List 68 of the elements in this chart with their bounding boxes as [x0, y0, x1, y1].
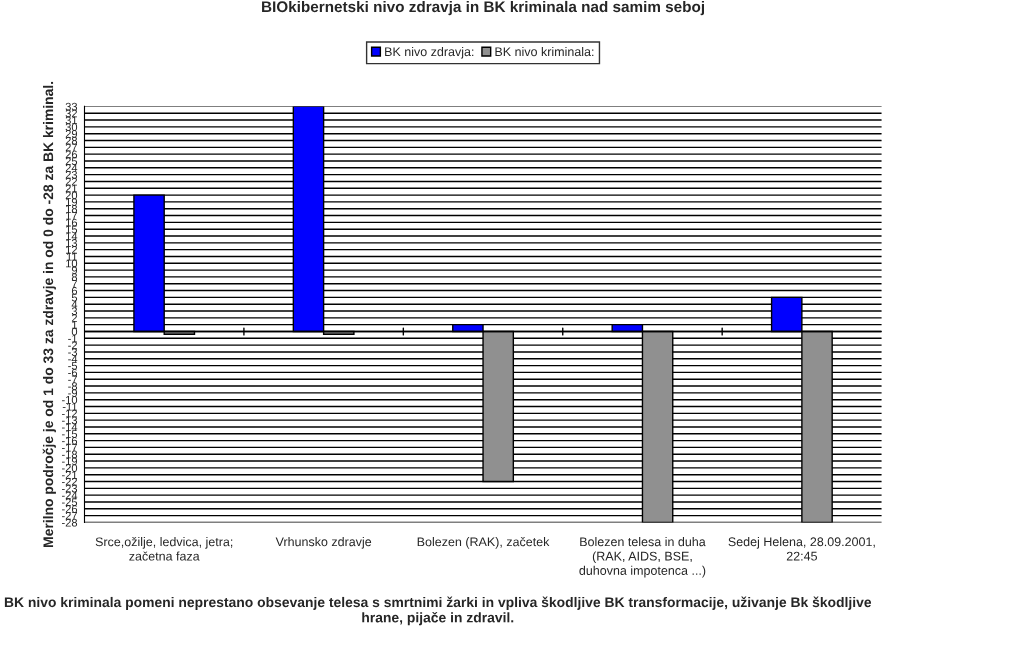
y-tick-label: -19	[61, 457, 78, 466]
y-tick-label: -15	[61, 430, 78, 438]
y-tick-label: -11	[62, 402, 78, 411]
y-tick-label: -25	[61, 498, 78, 507]
chart-title: BIOkibernetski nivo zdravja in BK kriminala nad samim seboj	[262, 0, 704, 16]
y-tick-label: -17	[61, 443, 77, 452]
y-tick-label: 29	[65, 129, 78, 138]
y-tick-label: -14	[61, 423, 78, 431]
y-tick-label: 7	[71, 280, 77, 288]
y-tick-label: 10	[66, 259, 78, 268]
y-tick-label: -18	[61, 450, 78, 459]
y-tick-label: 16	[66, 218, 78, 227]
y-tick-label: 33	[65, 102, 78, 111]
y-tick-label: 28	[65, 136, 78, 145]
y-tick-label: 5	[71, 293, 78, 302]
y-tick-label: -12	[61, 409, 77, 418]
y-tick-label: 25	[65, 157, 78, 166]
y-tick-label: -27	[61, 511, 77, 520]
x-tick-label: Bolezen (RAK), začetek	[417, 537, 550, 549]
y-tick-label: 24	[65, 164, 78, 172]
y-tick-label: 26	[65, 150, 78, 159]
y-tick-label: -2	[68, 341, 77, 350]
y-tick-label: 31	[65, 116, 78, 125]
y-tick-label: 6	[71, 286, 78, 295]
y-tick-label: 13	[66, 239, 78, 247]
y-tick-label: 19	[66, 198, 78, 207]
y-tick-label: 21	[65, 184, 78, 193]
y-tick-label: 15	[66, 225, 78, 234]
y-tick-label: -13	[61, 416, 78, 425]
y-tick-label: -9	[68, 389, 78, 397]
y-tick-label: -1	[68, 334, 78, 343]
x-tick-label: Vrhunsko zdravje	[275, 537, 372, 549]
y-tick-label: -26	[61, 505, 78, 513]
text: BK nivo kriminala pomeni neprestano obsevanje telesa s smrtnimi žarki in vpliva škodljive BK transformacije, uživanje Bk škodljive hrane, pijače in zdravil.	[4, 596, 872, 626]
y-tick-label: -28	[61, 518, 78, 527]
y-tick-label: 9	[71, 266, 78, 275]
y-tick-label: 17	[66, 211, 77, 220]
y-tick-label: -22	[61, 477, 77, 486]
x-tick-label: Sedej Helena, 28.09.2001, 22:45	[728, 537, 875, 561]
y-tick-label: -7	[68, 375, 77, 384]
y-tick-label: 27	[65, 143, 77, 152]
y-tick-label: -24	[61, 491, 78, 500]
x-tick-label: Bolezen telesa in duha (RAK, AIDS, BSE, duhovna impotenca ...)	[579, 537, 706, 578]
y-tick-label: 23	[65, 170, 78, 179]
legend-label: BK nivo kriminala:	[495, 46, 594, 57]
y-tick-label: -23	[61, 484, 78, 493]
y-tick-label: 32	[65, 109, 77, 118]
y-tick-label: 3	[71, 307, 78, 316]
y-tick-label: -10	[61, 395, 78, 404]
y-tick-label: 8	[71, 273, 78, 282]
y-tick-label: 0	[71, 327, 78, 336]
y-tick-label: 1	[72, 321, 78, 329]
y-tick-label: -3	[68, 348, 78, 357]
y-tick-label: 11	[66, 252, 78, 261]
y-tick-label: -16	[61, 436, 78, 445]
y-tick-label: 30	[65, 123, 78, 132]
y-tick-label: -8	[68, 382, 78, 391]
y-tick-label: 12	[66, 245, 77, 254]
y-tick-label: 4	[71, 300, 78, 309]
y-tick-label: 14	[66, 232, 78, 241]
y-tick-label: 20	[65, 191, 78, 200]
y-axis-title: Merilno področje je od 1 do 33 za zdravje in od 0 do -28 za BK kriminal.	[42, 81, 56, 547]
y-tick-label: -5	[68, 361, 78, 370]
y-tick-label: -6	[68, 368, 78, 377]
x-tick-label: Srce,ožilje, ledvica, jetra; začetna faza	[95, 537, 233, 561]
legend-label: BK nivo zdravja:	[385, 46, 474, 59]
y-tick-label: 22	[65, 177, 77, 186]
y-tick-label: -4	[68, 355, 78, 363]
